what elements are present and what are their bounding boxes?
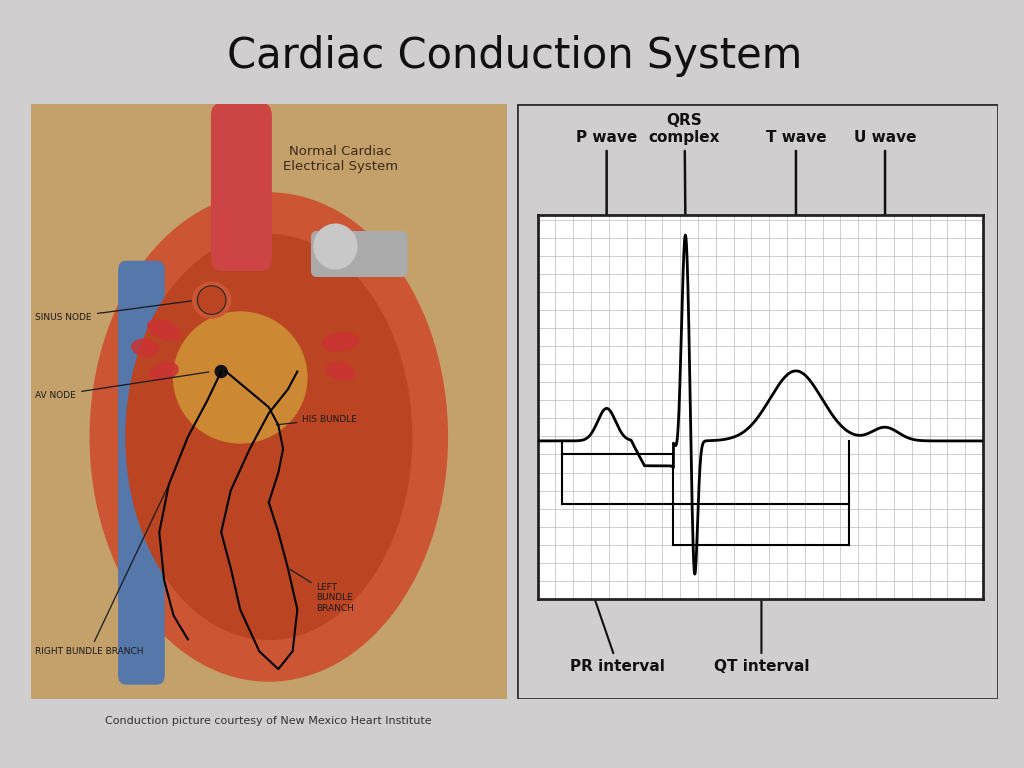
Text: PR interval: PR interval — [563, 509, 666, 674]
Text: HIS BUNDLE: HIS BUNDLE — [276, 415, 357, 425]
Text: P wave: P wave — [577, 131, 637, 403]
Ellipse shape — [199, 287, 224, 313]
Ellipse shape — [314, 224, 357, 269]
Text: SINUS NODE: SINUS NODE — [36, 300, 195, 323]
Ellipse shape — [132, 339, 158, 356]
Ellipse shape — [173, 312, 307, 443]
FancyBboxPatch shape — [119, 261, 164, 684]
Ellipse shape — [193, 283, 230, 318]
Text: RIGHT BUNDLE BRANCH: RIGHT BUNDLE BRANCH — [36, 487, 168, 656]
Text: Conduction picture courtesy of New Mexico Heart Institute: Conduction picture courtesy of New Mexic… — [105, 716, 432, 727]
Text: AV NODE: AV NODE — [36, 372, 209, 400]
Ellipse shape — [150, 362, 178, 380]
Text: QRS
complex: QRS complex — [649, 113, 720, 227]
Ellipse shape — [323, 333, 358, 351]
Text: U wave: U wave — [854, 131, 916, 422]
Text: T wave: T wave — [766, 131, 826, 366]
Text: Cardiac Conduction System: Cardiac Conduction System — [227, 35, 802, 77]
Ellipse shape — [147, 319, 180, 340]
Text: QT interval: QT interval — [714, 550, 809, 674]
FancyBboxPatch shape — [212, 104, 271, 270]
Ellipse shape — [215, 366, 227, 378]
Ellipse shape — [326, 363, 354, 380]
FancyBboxPatch shape — [311, 232, 407, 276]
Ellipse shape — [126, 235, 412, 639]
Ellipse shape — [90, 193, 447, 681]
Text: Normal Cardiac
Electrical System: Normal Cardiac Electrical System — [283, 145, 397, 174]
Text: LEFT
BUNDLE
BRANCH: LEFT BUNDLE BRANCH — [290, 569, 354, 613]
